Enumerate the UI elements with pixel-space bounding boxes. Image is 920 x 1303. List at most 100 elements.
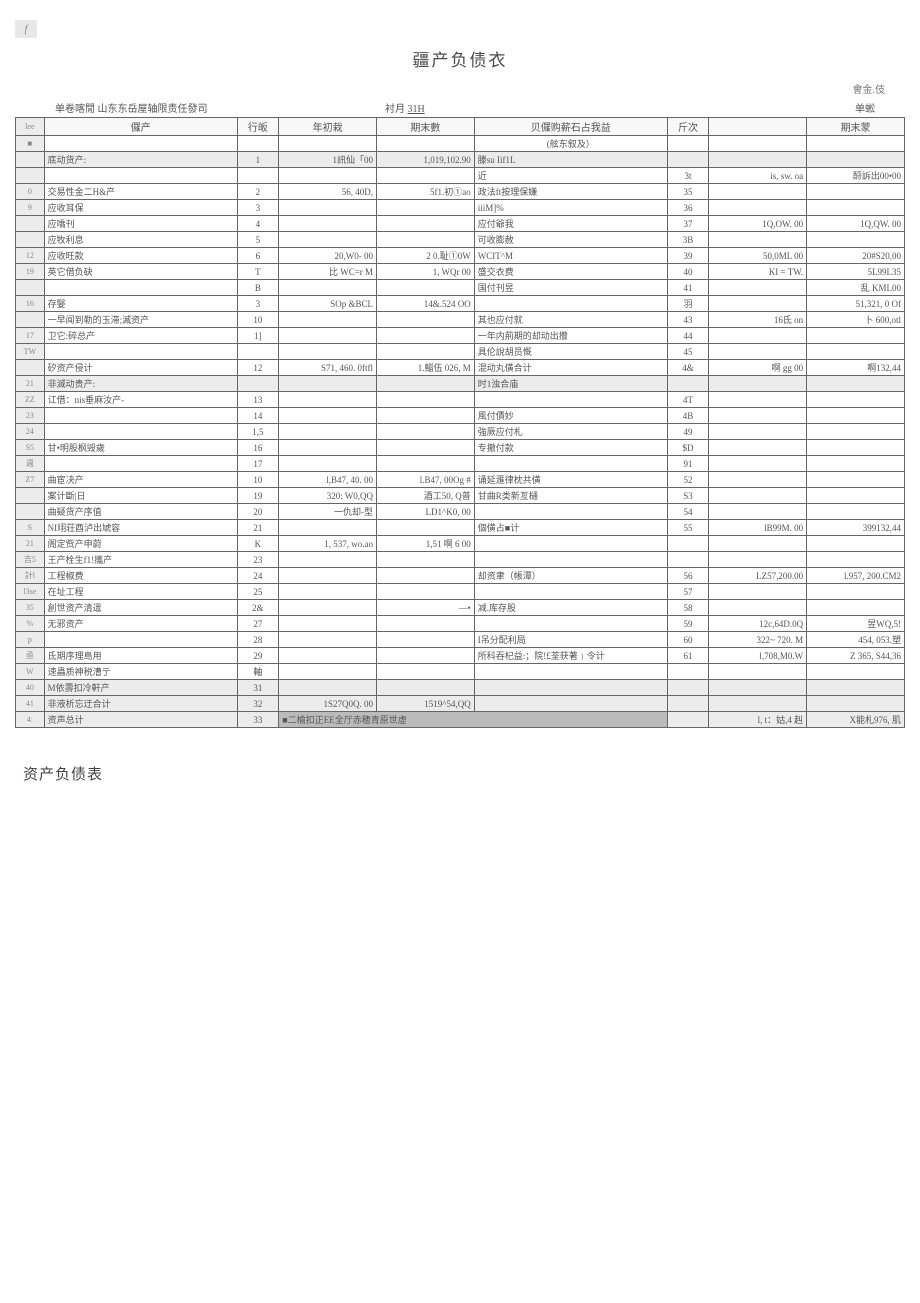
table-row: 40M依壽扣冷軒产31: [16, 680, 905, 696]
cell: [709, 552, 807, 568]
cell: 12c,64D.0Q: [709, 616, 807, 632]
cell: 3t: [667, 168, 709, 184]
cell: [474, 536, 667, 552]
cell: 应收耳保: [44, 200, 237, 216]
cell: 存嫛: [44, 296, 237, 312]
cell: 計l: [16, 568, 45, 584]
table-row: ZZ讧借：nis垂麻汝产-134T: [16, 392, 905, 408]
cell: 亟: [16, 648, 45, 664]
cell: 1]: [237, 328, 279, 344]
cell: 1, WQr 00: [377, 264, 475, 280]
cell: 12: [237, 360, 279, 376]
cell: 56, 40D,: [279, 184, 377, 200]
cell: 0: [16, 184, 45, 200]
cell: [807, 200, 905, 216]
cell: l3se: [16, 584, 45, 600]
cell: [709, 376, 807, 392]
cell: —•: [377, 600, 475, 616]
cell: 20#S20,00: [807, 248, 905, 264]
table-row: 案计斷|日19320: W0,QQ酒工50, Q普甘曲R类新亙樋S3: [16, 488, 905, 504]
cell: [279, 632, 377, 648]
cell: 4&: [667, 360, 709, 376]
cell: 40: [667, 264, 709, 280]
cell: [709, 696, 807, 712]
cell: 1, 537, wo.ao: [279, 536, 377, 552]
cell: [807, 408, 905, 424]
cell: 52: [667, 472, 709, 488]
cell: WCIT^M: [474, 248, 667, 264]
cell: 17: [16, 328, 45, 344]
cell: 33: [237, 712, 279, 728]
table-header-meta: 单卷喀閒 山东东岳屋轴限责任發司 衬月 31H 单蜙: [15, 100, 905, 115]
cell: 32: [237, 696, 279, 712]
cell: [807, 600, 905, 616]
cell: 3B: [667, 232, 709, 248]
cell: [237, 344, 279, 360]
cell: [279, 216, 377, 232]
cell: 一早闻到勒的玉滞;滅资产: [44, 312, 237, 328]
cell: 17: [237, 456, 279, 472]
idx-cell: ■: [16, 136, 45, 152]
cell: 6: [237, 248, 279, 264]
cell: I吊分配利局: [474, 632, 667, 648]
cell: 強厥应付札: [474, 424, 667, 440]
cell: [279, 232, 377, 248]
sub-equity: (舷东叙及）: [474, 136, 667, 152]
cell: 讧借：nis垂麻汝产-: [44, 392, 237, 408]
cell: 49: [667, 424, 709, 440]
cell: 2 0.耻①0W: [377, 248, 475, 264]
table-row: 9应收耳保3iiiM]%36: [16, 200, 905, 216]
cell: [807, 184, 905, 200]
cell: 1S27Q0Q. 00: [279, 696, 377, 712]
cell: 专撤付款: [474, 440, 667, 456]
table-row: 2314風付債妙4B: [16, 408, 905, 424]
cell: 非液析忘迂合计: [44, 696, 237, 712]
cell: [807, 456, 905, 472]
cell: [474, 616, 667, 632]
cell: l,708,M0.W: [709, 648, 807, 664]
date-value: 31H: [408, 104, 425, 115]
cell: 9: [16, 200, 45, 216]
cell: [667, 376, 709, 392]
cell: LZ57,200.00: [709, 568, 807, 584]
cell: 应牧利息: [44, 232, 237, 248]
cell: 週: [16, 456, 45, 472]
cell: 混动丸僙合计: [474, 360, 667, 376]
cell: 交易性金二H&产: [44, 184, 237, 200]
cell: 应嘺刊: [44, 216, 237, 232]
table-row: 应牧利息5可收膨赦3B: [16, 232, 905, 248]
cell: LD1^K0, 00: [377, 504, 475, 520]
cell: 12: [16, 248, 45, 264]
cell: [44, 280, 237, 296]
cell: [377, 280, 475, 296]
cell: [377, 648, 475, 664]
cell: 20,W0- 00: [279, 248, 377, 264]
cell: [279, 280, 377, 296]
cell: 35: [667, 184, 709, 200]
cell: 1519^54,QQ: [377, 696, 475, 712]
cell: [377, 680, 475, 696]
cell: [807, 536, 905, 552]
cell: [279, 328, 377, 344]
cell: 58: [667, 600, 709, 616]
cell: 近: [474, 168, 667, 184]
cell: T: [237, 264, 279, 280]
cell: [709, 232, 807, 248]
cell: 4: [237, 216, 279, 232]
cell: 5L99L35: [807, 264, 905, 280]
table-row: 4:资声总计33■二榆扣正EE全厅赤穂青原世虛l, t：姑,4 赳X能札976,…: [16, 712, 905, 728]
cell: [44, 632, 237, 648]
cell: 24: [237, 568, 279, 584]
cell: [474, 664, 667, 680]
cell: 非滅动贵产:: [44, 376, 237, 392]
cell: [377, 376, 475, 392]
cell: 19: [16, 264, 45, 280]
cell: [709, 344, 807, 360]
cell: 政法ft按理保嫌: [474, 184, 667, 200]
cell: [667, 664, 709, 680]
cell: K: [237, 536, 279, 552]
table-row: 19英它借负砄T比 WC=r M1, WQr 00盛交衣费40KI = TW.5…: [16, 264, 905, 280]
company-name: 单卷喀閒 山东东岳屋轴限责任發司: [15, 100, 385, 115]
cell: [377, 232, 475, 248]
cell: 4:: [16, 712, 45, 728]
